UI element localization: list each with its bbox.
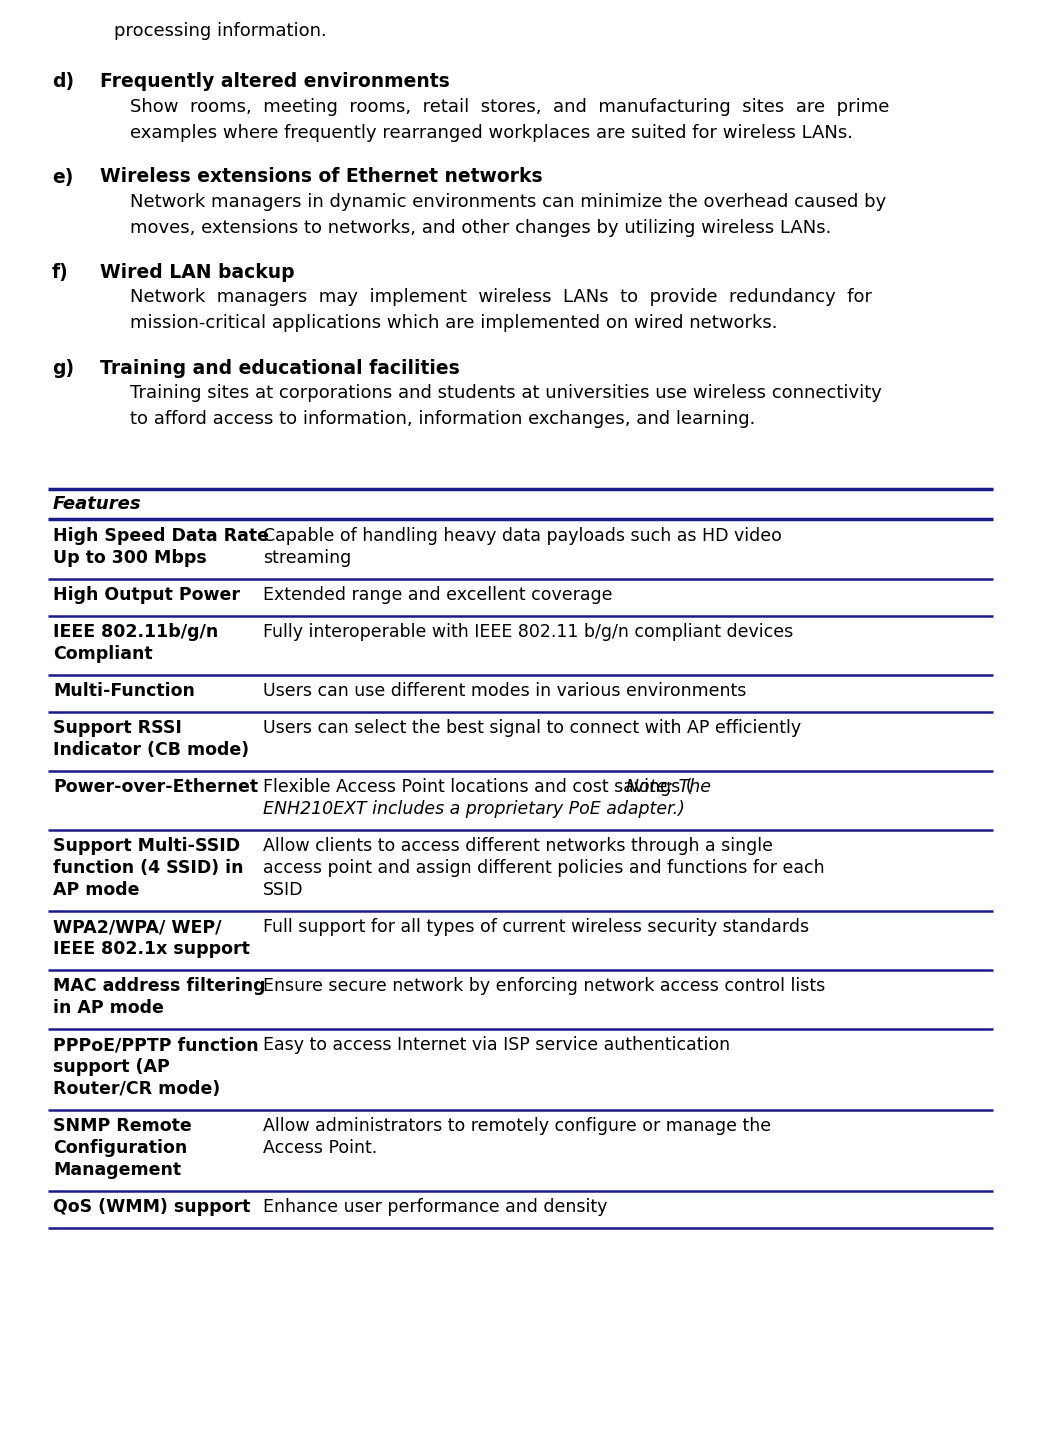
Text: Allow clients to access different networks through a single: Allow clients to access different networ…	[263, 837, 773, 854]
Text: Indicator (CB mode): Indicator (CB mode)	[53, 741, 249, 760]
Text: ENH210EXT includes a proprietary PoE adapter.): ENH210EXT includes a proprietary PoE ada…	[263, 800, 685, 819]
Text: Up to 300 Mbps: Up to 300 Mbps	[53, 549, 207, 567]
Text: Management: Management	[53, 1160, 181, 1179]
Text: e): e)	[52, 168, 74, 187]
Text: Allow administrators to remotely configure or manage the: Allow administrators to remotely configu…	[263, 1117, 771, 1134]
Text: Configuration: Configuration	[53, 1139, 187, 1157]
Text: Fully interoperable with IEEE 802.11 b/g/n compliant devices: Fully interoperable with IEEE 802.11 b/g…	[263, 623, 793, 640]
Text: Frequently altered environments: Frequently altered environments	[100, 72, 450, 90]
Text: Ensure secure network by enforcing network access control lists: Ensure secure network by enforcing netwo…	[263, 976, 825, 995]
Text: High Speed Data Rate: High Speed Data Rate	[53, 527, 269, 546]
Text: SSID: SSID	[263, 882, 303, 899]
Text: QoS (WMM) support: QoS (WMM) support	[53, 1198, 250, 1216]
Text: Features: Features	[53, 495, 141, 513]
Text: g): g)	[52, 359, 74, 378]
Text: Access Point.: Access Point.	[263, 1139, 377, 1157]
Text: processing information.: processing information.	[114, 22, 326, 40]
Text: Network managers in dynamic environments can minimize the overhead caused by: Network managers in dynamic environments…	[130, 192, 886, 211]
Text: PPPoE/PPTP function: PPPoE/PPTP function	[53, 1035, 259, 1054]
Text: streaming: streaming	[263, 549, 351, 567]
Text: Support RSSI: Support RSSI	[53, 719, 182, 737]
Text: f): f)	[52, 263, 69, 281]
Text: Extended range and excellent coverage: Extended range and excellent coverage	[263, 586, 613, 605]
Text: Capable of handling heavy data payloads such as HD video: Capable of handling heavy data payloads …	[263, 527, 782, 546]
Text: Multi-Function: Multi-Function	[53, 682, 195, 699]
Text: Wired LAN backup: Wired LAN backup	[100, 263, 295, 281]
Text: Show  rooms,  meeting  rooms,  retail  stores,  and  manufacturing  sites  are  : Show rooms, meeting rooms, retail stores…	[130, 98, 889, 115]
Text: Enhance user performance and density: Enhance user performance and density	[263, 1198, 608, 1216]
Text: Flexible Access Point locations and cost savings (: Flexible Access Point locations and cost…	[263, 778, 693, 796]
Text: High Output Power: High Output Power	[53, 586, 240, 605]
Text: function (4 SSID) in: function (4 SSID) in	[53, 859, 243, 877]
Text: access point and assign different policies and functions for each: access point and assign different polici…	[263, 859, 825, 877]
Text: WPA2/WPA/ WEP/: WPA2/WPA/ WEP/	[53, 918, 221, 936]
Text: AP mode: AP mode	[53, 882, 139, 899]
Text: Power-over-Ethernet: Power-over-Ethernet	[53, 778, 258, 796]
Text: Router/CR mode): Router/CR mode)	[53, 1080, 220, 1099]
Text: d): d)	[52, 72, 74, 90]
Text: Full support for all types of current wireless security standards: Full support for all types of current wi…	[263, 918, 809, 936]
Text: to afford access to information, information exchanges, and learning.: to afford access to information, informa…	[130, 411, 755, 428]
Text: Training and educational facilities: Training and educational facilities	[100, 359, 459, 378]
Text: moves, extensions to networks, and other changes by utilizing wireless LANs.: moves, extensions to networks, and other…	[130, 220, 831, 237]
Text: examples where frequently rearranged workplaces are suited for wireless LANs.: examples where frequently rearranged wor…	[130, 123, 853, 142]
Text: Network  managers  may  implement  wireless  LANs  to  provide  redundancy  for: Network managers may implement wireless …	[130, 289, 872, 306]
Text: Easy to access Internet via ISP service authentication: Easy to access Internet via ISP service …	[263, 1035, 730, 1054]
Text: mission-critical applications which are implemented on wired networks.: mission-critical applications which are …	[130, 314, 777, 333]
Text: MAC address filtering: MAC address filtering	[53, 976, 266, 995]
Text: Compliant: Compliant	[53, 645, 153, 663]
Text: Users can use different modes in various environments: Users can use different modes in various…	[263, 682, 746, 699]
Text: support (AP: support (AP	[53, 1058, 169, 1076]
Text: Support Multi-SSID: Support Multi-SSID	[53, 837, 240, 854]
Text: Users can select the best signal to connect with AP efficiently: Users can select the best signal to conn…	[263, 719, 801, 737]
Text: Wireless extensions of Ethernet networks: Wireless extensions of Ethernet networks	[100, 168, 542, 187]
Text: in AP mode: in AP mode	[53, 999, 164, 1017]
Text: Training sites at corporations and students at universities use wireless connect: Training sites at corporations and stude…	[130, 383, 882, 402]
Text: IEEE 802.1x support: IEEE 802.1x support	[53, 941, 249, 958]
Text: Note: The: Note: The	[625, 778, 711, 796]
Text: IEEE 802.11b/g/n: IEEE 802.11b/g/n	[53, 623, 218, 640]
Text: SNMP Remote: SNMP Remote	[53, 1117, 192, 1134]
